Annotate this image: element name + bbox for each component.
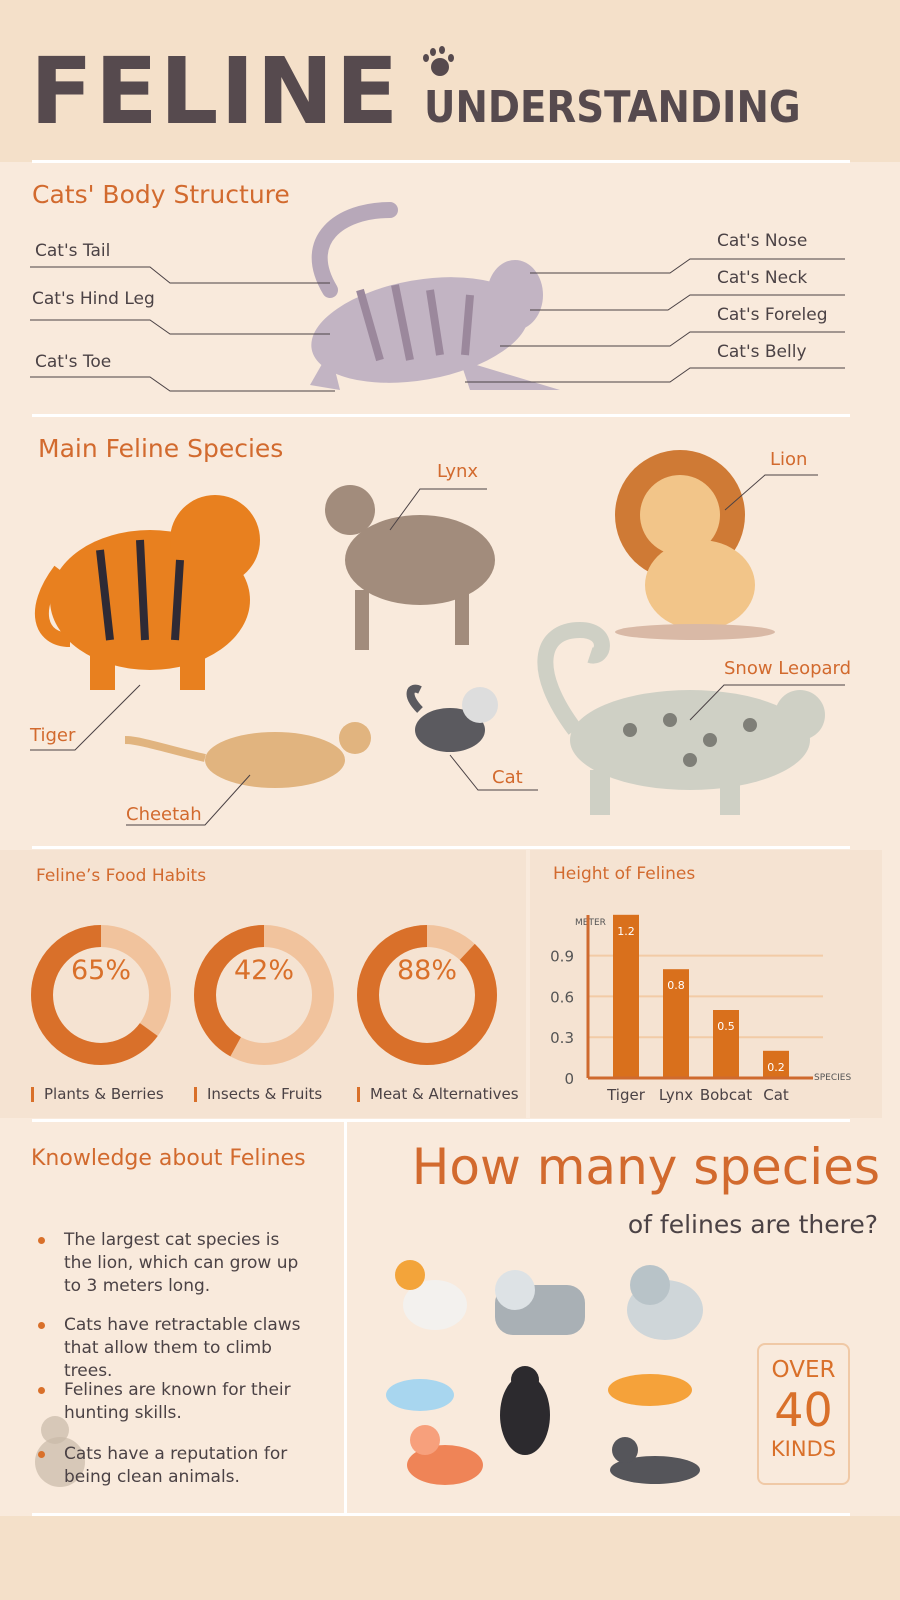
tiger-illustration [35,495,260,690]
bullet-item: The largest cat species is the lion, whi… [38,1229,308,1298]
donut-arc [194,925,334,1065]
bullet-item: Cats have a reputation for being clean a… [38,1443,308,1489]
paw-icon [423,46,454,76]
bullet-item: Felines are known for their hunting skil… [38,1379,308,1425]
label-neck: Cat's Neck [717,268,808,288]
label-foreleg: Cat's Foreleg [717,305,828,325]
label-tail: Cat's Tail [35,241,111,261]
orange-cat-lying [608,1374,692,1406]
cat-silhouette-icon [35,1416,85,1487]
x-tick-label: Bobcat [700,1086,752,1104]
bar-tiger [613,914,639,1078]
chart-title: Height of Felines [553,864,696,884]
donut-value: 42% [233,955,294,986]
knowledge-title: Knowledge about Felines [31,1146,306,1171]
lion-illustration [615,450,775,640]
legend-meat: Meat & Alternatives [357,1087,519,1102]
bar-cat [763,1050,789,1078]
label-tiger: Tiger [30,725,76,746]
food-donuts [31,925,497,1065]
bar-chart: 0 0.3 0.6 0.9 1.2 Tiger 0.8 Lynx 0.5 Bobcat 0.2 Cat [550,914,823,1104]
count-heading: How many species [411,1138,880,1196]
y-tick-label: 0.3 [550,1029,574,1047]
black-cat [500,1366,550,1455]
bullet-item: Cats have retractable claws that allow t… [38,1314,308,1383]
blue-cat [386,1379,454,1411]
bar-value-label: 1.2 [617,925,635,938]
header [0,0,900,162]
species-illustrations [30,450,845,826]
snow-leopard-illustration [537,621,825,815]
cheetah-illustration [124,722,371,788]
dark-grey-cat [610,1437,700,1484]
label-hind-leg: Cat's Hind Leg [32,289,155,309]
y-tick-label: 0.6 [550,988,574,1006]
label-lynx: Lynx [437,461,479,482]
label-snow-leopard: Snow Leopard [724,658,852,679]
cat-illustration [406,684,498,752]
lynx-illustration [325,485,495,650]
over-40-kinds-badge: OVER 40 KINDS [757,1343,850,1485]
section-title: Main Feline Species [38,434,284,463]
grey-cat [495,1270,585,1335]
x-axis-label: SPECIES [814,1073,852,1083]
y-axis-label: METER [575,918,606,928]
label-toe: Cat's Toe [35,352,112,372]
divider [32,160,850,163]
x-tick-label: Cat [763,1086,789,1104]
bar-lynx [663,969,689,1078]
vertical-divider [344,1121,347,1515]
divider [32,1119,850,1122]
kinds-text: KINDS [770,1437,837,1461]
silver-cat [627,1265,703,1340]
label-lion: Lion [770,449,808,470]
divider [32,1513,850,1516]
label-cat: Cat [492,767,523,788]
cat-breeds-illustration [386,1260,703,1485]
bar-value-label: 0.5 [717,1020,735,1033]
donut-arc [31,925,171,1065]
food-title: Feline’s Food Habits [36,866,207,886]
label-cheetah: Cheetah [126,804,202,825]
label-belly: Cat's Belly [717,342,807,362]
count-number: 40 [774,1383,833,1437]
subtitle: UNDERSTANDING [424,82,801,133]
footer [0,1516,900,1600]
calico-cat [395,1260,467,1330]
legend-plants: Plants & Berries [31,1087,164,1102]
over-text: OVER [771,1357,836,1383]
y-tick-label: 0 [564,1070,574,1088]
x-tick-label: Lynx [659,1086,693,1104]
donut-value: 65% [70,955,131,986]
legend-insects: Insects & Fruits [194,1087,322,1102]
x-tick-label: Tiger [606,1086,646,1104]
food-habits-panel [0,850,526,1118]
donut-value: 88% [396,955,457,986]
bar-value-label: 0.8 [667,979,685,992]
ginger-cat [407,1425,483,1485]
y-tick-label: 0.9 [550,948,574,966]
count-subheading: of felines are there? [627,1210,878,1239]
divider [32,846,850,849]
section-title: Cats' Body Structure [32,180,290,209]
title: FELINE [30,38,401,145]
bar-value-label: 0.2 [767,1061,785,1074]
label-nose: Cat's Nose [717,231,808,251]
cat-body-illustration [30,202,845,392]
donut-arc [357,925,497,1065]
divider [32,414,850,417]
bar-bobcat [713,1010,739,1078]
